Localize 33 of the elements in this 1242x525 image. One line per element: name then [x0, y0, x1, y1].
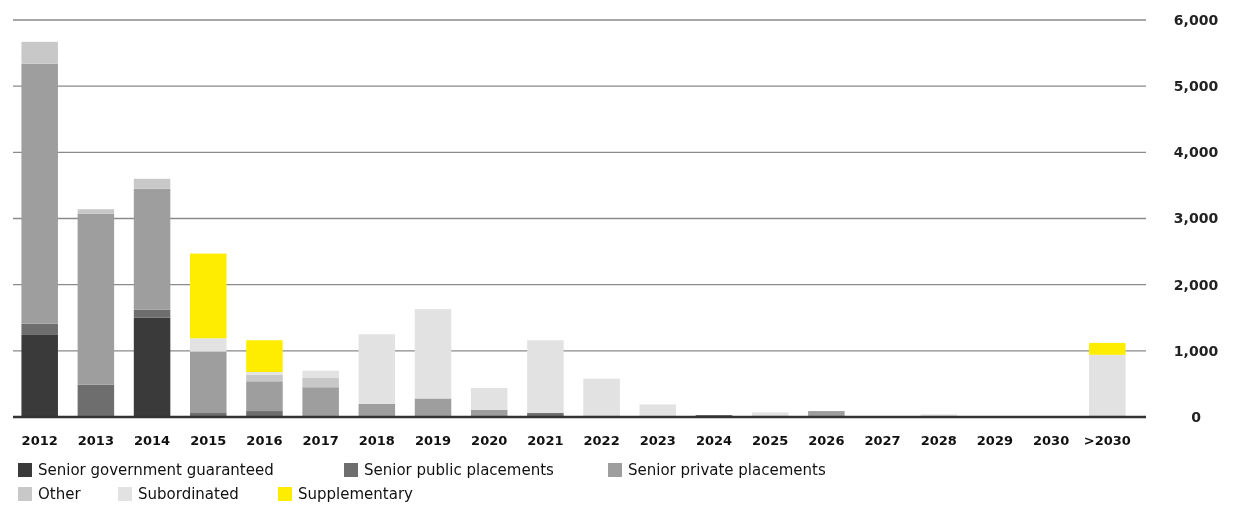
y-tick-label: 4,000 — [1173, 144, 1219, 161]
x-tick-label: 2027 — [864, 433, 901, 448]
y-tick-label: 2,000 — [1173, 276, 1219, 293]
legend-label: Subordinated — [138, 485, 239, 503]
x-tick-label: 2019 — [414, 433, 452, 448]
x-tick-label: 2028 — [920, 433, 957, 448]
y-tick-label: 5,000 — [1173, 78, 1219, 95]
y-tick-label: 0 — [1191, 408, 1202, 425]
x-tick-label: 2030 — [1033, 433, 1070, 448]
y-tick-label: 3,000 — [1173, 210, 1219, 227]
x-tick-label: 2018 — [358, 433, 395, 448]
x-tick-label: 2020 — [471, 433, 508, 448]
x-tick-label: 2029 — [976, 433, 1014, 448]
x-tick-label: >2030 — [1083, 433, 1131, 448]
x-tick-label: 2017 — [302, 433, 339, 448]
legend-label: Senior government guaranteed — [38, 461, 274, 479]
x-tick-label: 2022 — [583, 433, 620, 448]
y-tick-label: 6,000 — [1173, 11, 1219, 28]
x-tick-label: 2013 — [77, 433, 114, 448]
x-tick-label: 2023 — [639, 433, 676, 448]
legend-label: Other — [38, 485, 82, 503]
x-tick-label: 2015 — [190, 433, 227, 448]
x-tick-label: 2025 — [752, 433, 789, 448]
x-tick-label: 2024 — [695, 433, 733, 448]
x-tick-label: 2012 — [21, 433, 58, 448]
x-tick-label: 2026 — [808, 433, 845, 448]
legend-label: Senior public placements — [364, 461, 555, 479]
y-tick-label: 1,000 — [1173, 342, 1219, 359]
legend-label: Senior private placements — [628, 461, 826, 479]
x-tick-label: 2021 — [527, 433, 564, 448]
x-tick-label: 2016 — [246, 433, 283, 448]
legend-label: Supplementary — [298, 485, 414, 503]
x-tick-label: 2014 — [133, 433, 171, 448]
